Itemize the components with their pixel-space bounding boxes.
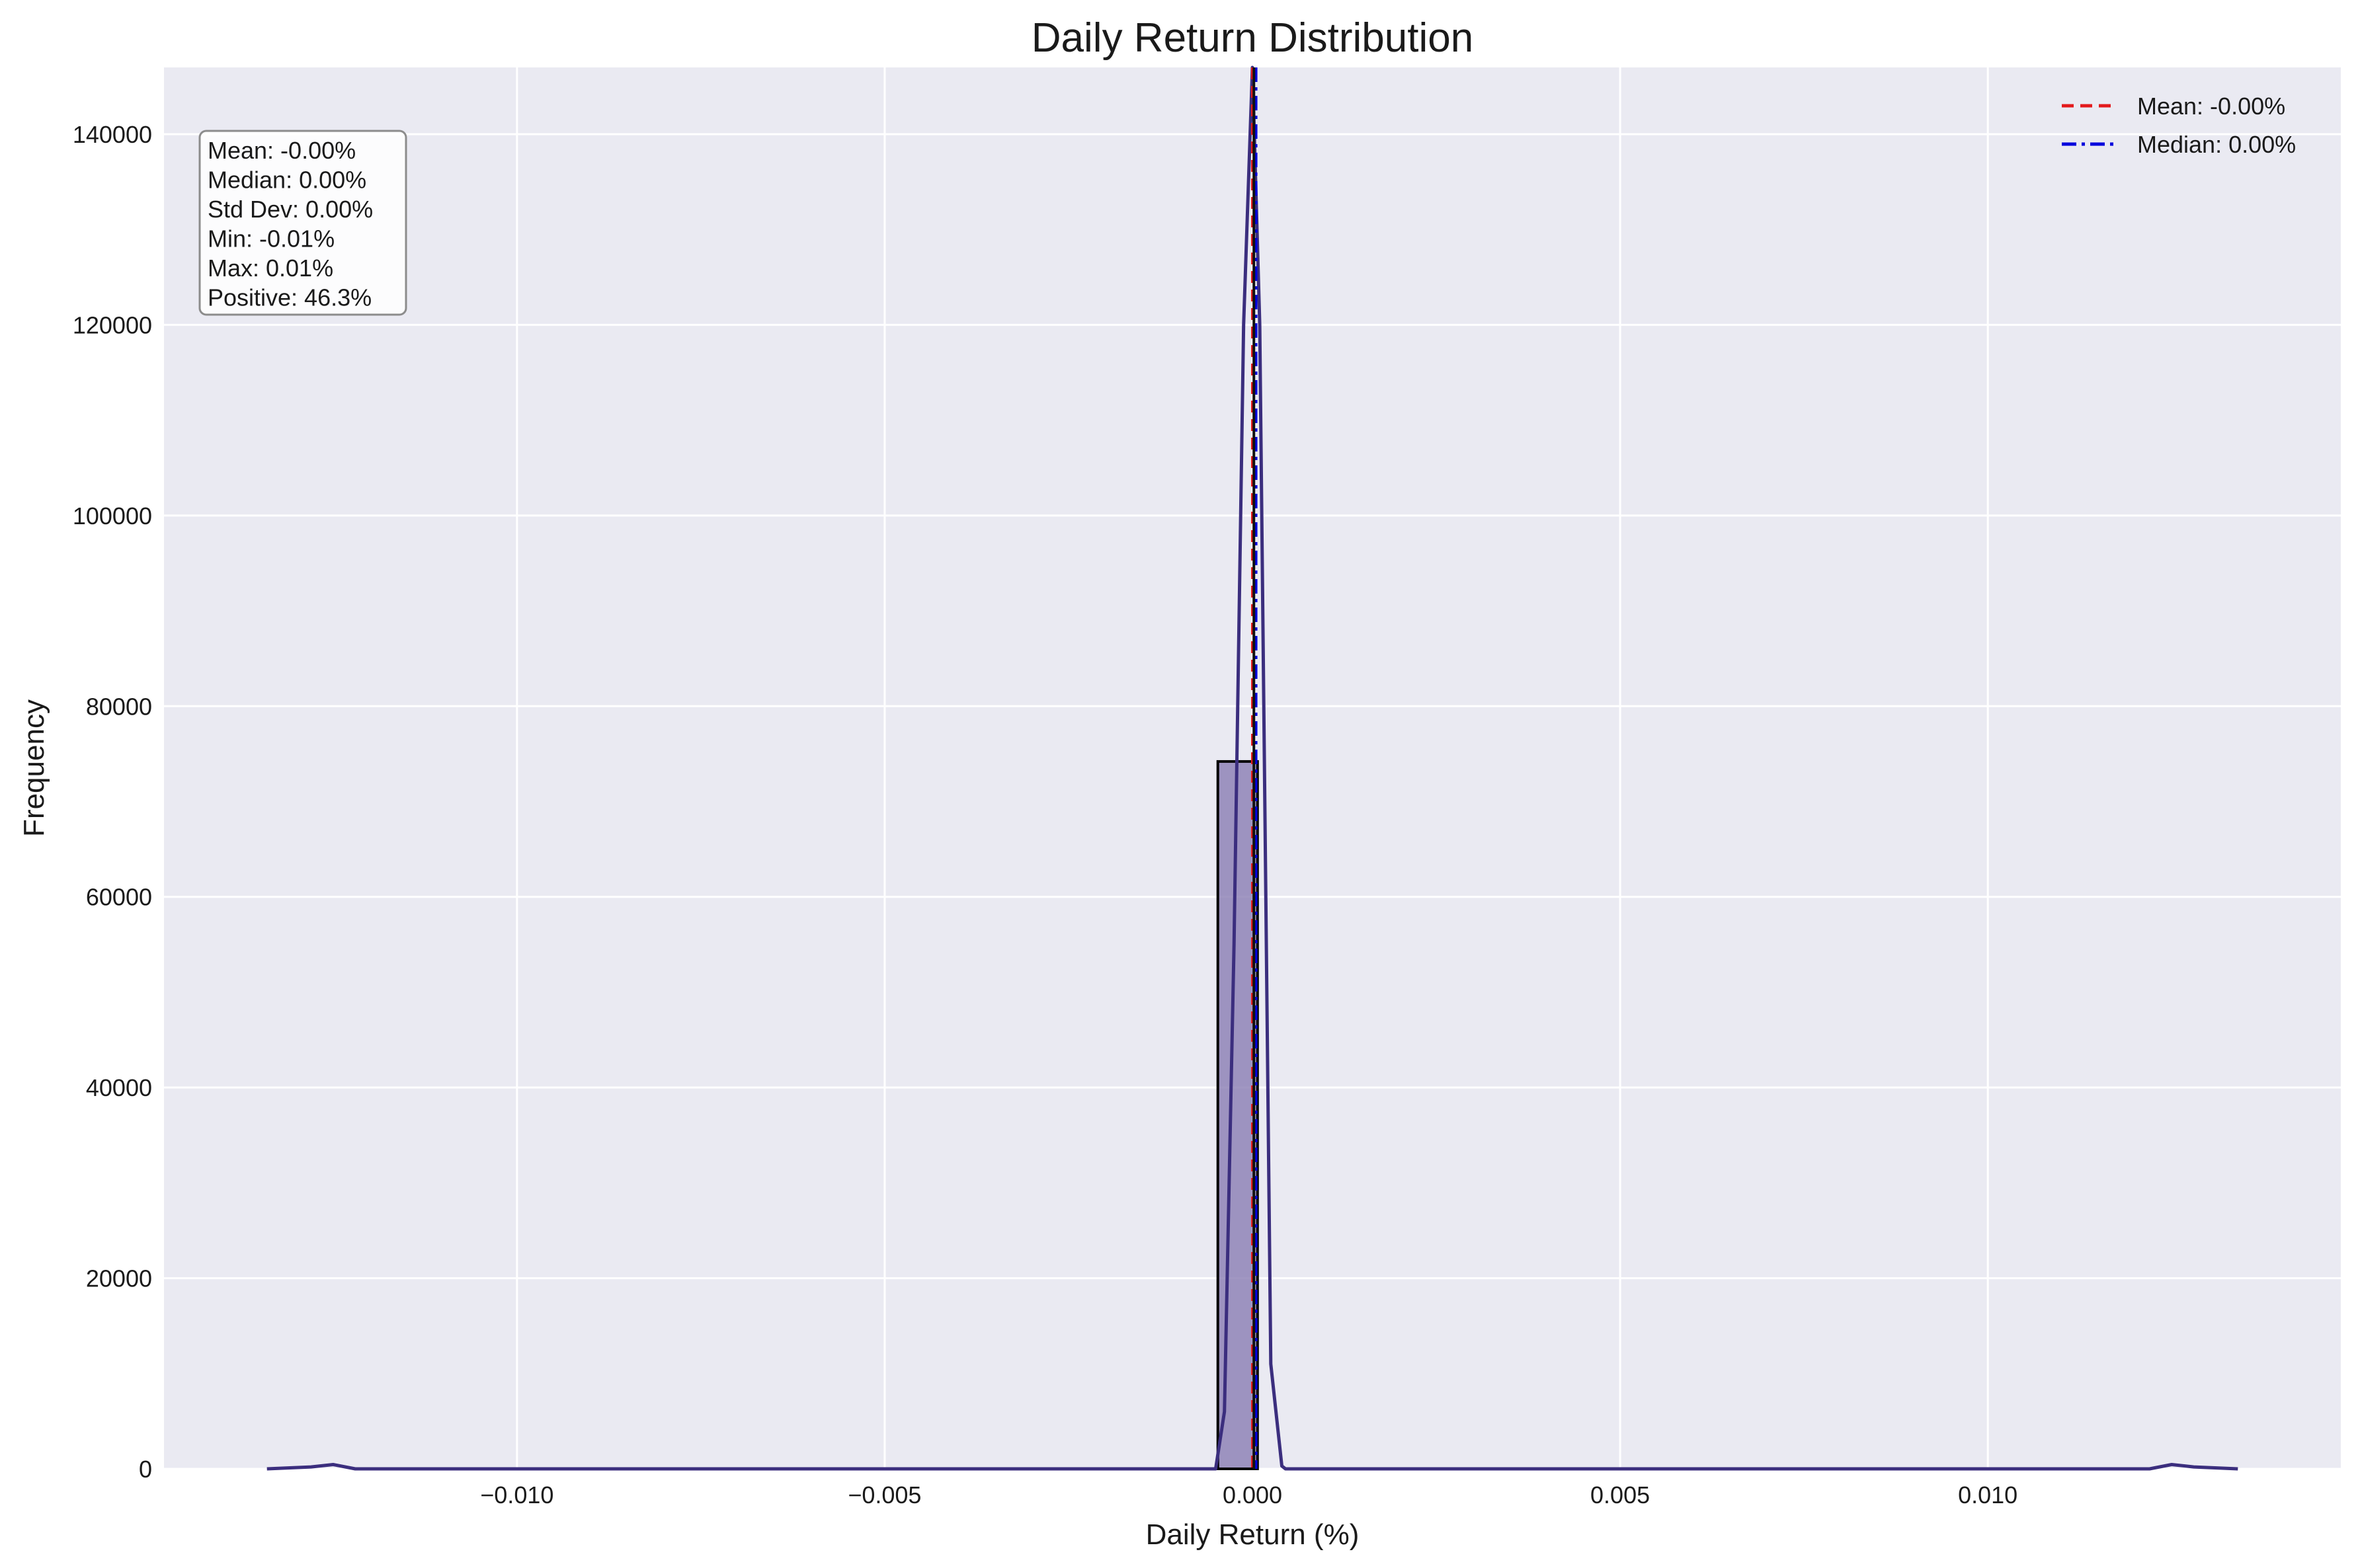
y-tick-label: 60000	[86, 884, 152, 911]
reference-lines	[1251, 67, 1258, 1469]
stats-mean: Mean: -0.00%	[208, 137, 356, 164]
legend-median-label: Median: 0.00%	[2137, 131, 2296, 158]
stats-median: Median: 0.00%	[208, 167, 366, 194]
legend: Mean: -0.00% Median: 0.00%	[2062, 93, 2296, 158]
legend-mean-label: Mean: -0.00%	[2137, 93, 2285, 120]
stats-box: Mean: -0.00% Median: 0.00% Std Dev: 0.00…	[198, 130, 407, 316]
y-tick-label: 20000	[86, 1265, 152, 1292]
x-tick-label: −0.005	[848, 1481, 921, 1509]
y-tick-label: 140000	[73, 121, 152, 148]
x-tick-label: 0.000	[1223, 1481, 1282, 1509]
x-tick-label: −0.010	[480, 1481, 553, 1509]
y-tick-label: 0	[139, 1456, 152, 1483]
x-tick-label: 0.010	[1958, 1481, 2017, 1509]
stats-positive: Positive: 46.3%	[208, 284, 372, 311]
y-tick-label: 80000	[86, 693, 152, 720]
stats-std-dev: Std Dev: 0.00%	[208, 196, 373, 223]
stats-box-frame	[198, 130, 407, 316]
tick-labels: −0.010 −0.005 0.000 0.005 0.010 0 20000 40000 60…	[73, 121, 2017, 1509]
x-axis-label: Daily Return (%)	[1146, 1518, 1360, 1551]
stats-min: Min: -0.01%	[208, 225, 335, 253]
chart-title: Daily Return Distribution	[1032, 15, 1473, 61]
stats-max: Max: 0.01%	[208, 255, 333, 282]
y-tick-label: 40000	[86, 1074, 152, 1101]
x-tick-label: 0.005	[1590, 1481, 1650, 1509]
y-tick-label: 100000	[73, 502, 152, 529]
y-tick-label: 120000	[73, 311, 152, 338]
y-axis-label: Frequency	[18, 699, 50, 837]
